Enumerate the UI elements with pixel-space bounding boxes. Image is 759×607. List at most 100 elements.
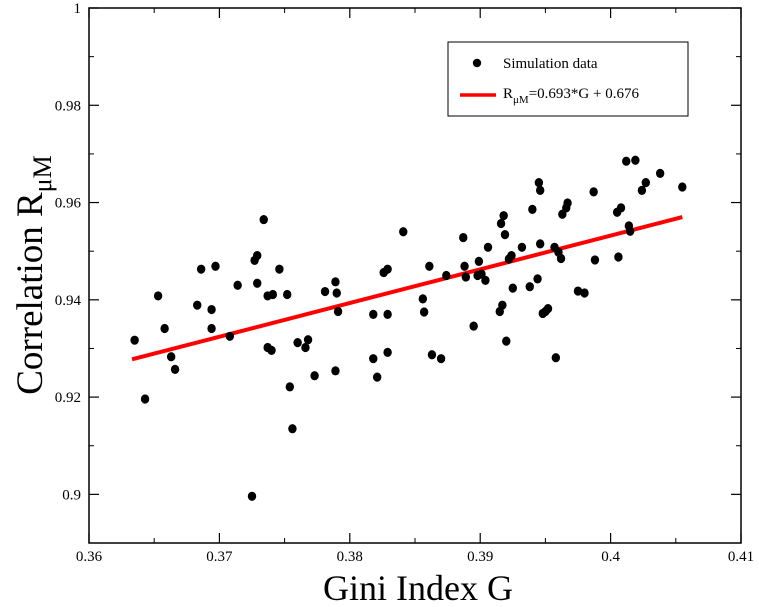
x-axis-label: Gini Index G [323, 568, 513, 607]
y-axis-label: Correlation RμM [10, 155, 57, 395]
data-point [499, 211, 508, 221]
data-point [207, 304, 216, 315]
data-point [474, 256, 484, 266]
data-point [641, 178, 651, 188]
data-point [622, 156, 631, 166]
data-point [332, 288, 341, 298]
data-point [160, 323, 169, 334]
data-point [399, 227, 408, 237]
data-point [481, 275, 490, 285]
legend-scatter-label: Simulation data [503, 56, 598, 72]
y-tick-label: 0.98 [55, 98, 81, 114]
x-tick-label: 0.41 [728, 549, 754, 565]
data-point [528, 204, 537, 214]
data-point [496, 218, 506, 229]
data-point [502, 336, 511, 346]
data-point [469, 321, 478, 331]
data-point [535, 185, 545, 195]
data-point [436, 354, 446, 364]
data-point [303, 335, 313, 345]
data-point [253, 250, 262, 261]
data-point [333, 306, 343, 317]
y-axis-label-main: Correlation R [10, 192, 51, 395]
data-point [130, 335, 139, 345]
data-point [678, 182, 687, 192]
data-point [580, 288, 589, 298]
data-point [551, 353, 561, 363]
scatter-points [130, 155, 687, 501]
x-tick-label: 0.36 [76, 549, 103, 565]
data-point [301, 342, 310, 353]
y-axis-label-sub: μM [28, 155, 57, 192]
data-point [383, 347, 392, 357]
fit-line-layer [131, 215, 683, 362]
data-point [285, 382, 295, 392]
legend-fit-label-prefix: R [503, 86, 513, 102]
data-point [193, 300, 202, 310]
x-tick-label: 0.4 [601, 549, 620, 565]
data-point [563, 198, 572, 208]
data-point [507, 250, 516, 261]
data-point [166, 352, 176, 362]
data-point [207, 323, 216, 334]
x-tick-label: 0.39 [467, 549, 493, 565]
data-point [590, 255, 600, 265]
data-point [268, 289, 278, 300]
data-point [170, 364, 180, 374]
data-point [483, 242, 493, 252]
data-point [461, 272, 471, 282]
data-point [508, 283, 517, 293]
legend-scatter-marker [472, 58, 482, 68]
data-point [320, 286, 330, 297]
data-point [225, 331, 235, 341]
legend: Simulation data RμM=0.693*G + 0.676 [447, 41, 689, 117]
fit-line [131, 215, 683, 362]
data-point [625, 226, 635, 236]
data-point [498, 300, 507, 310]
data-point [533, 274, 542, 284]
y-tick-label: 1 [74, 1, 82, 17]
y-tick-label: 0.9 [62, 487, 81, 503]
data-point [275, 264, 284, 274]
data-point [383, 309, 392, 320]
data-point [614, 252, 623, 262]
data-point [631, 155, 640, 165]
data-point [283, 289, 292, 300]
data-point [556, 253, 566, 264]
data-point [573, 286, 583, 296]
y-tick-label: 0.96 [55, 196, 82, 212]
data-point [589, 187, 598, 197]
data-point [247, 491, 257, 501]
data-point [253, 278, 262, 288]
data-point [383, 264, 392, 274]
data-point [655, 168, 665, 178]
data-point [196, 264, 206, 274]
data-point [425, 261, 434, 271]
data-point [535, 239, 545, 249]
legend-fit-label-sub: μM [513, 94, 529, 106]
data-point [153, 291, 163, 301]
data-point [369, 309, 378, 320]
y-tick-label: 0.94 [55, 293, 82, 309]
x-tick-label: 0.37 [206, 549, 233, 565]
data-point [310, 371, 319, 381]
axis-ticks: 0.36 0.37 0.38 0.39 0.4 0.41 0.9 0.92 0.94 0.96 0.… [55, 1, 754, 565]
legend-fit-label: RμM=0.693*G + 0.676 [503, 86, 639, 106]
data-point [267, 345, 276, 355]
data-point [372, 372, 382, 382]
data-point [500, 230, 510, 240]
data-point [419, 307, 429, 317]
data-point [140, 394, 150, 404]
data-point [459, 232, 468, 243]
data-point [460, 261, 469, 271]
data-point [418, 294, 428, 304]
data-point [233, 280, 242, 290]
data-point [637, 185, 647, 195]
data-point [259, 214, 268, 225]
data-point [211, 261, 220, 271]
data-point [331, 277, 340, 287]
data-point [369, 354, 378, 364]
data-point [534, 178, 544, 188]
data-point [427, 350, 437, 360]
y-tick-label: 0.92 [55, 390, 81, 406]
